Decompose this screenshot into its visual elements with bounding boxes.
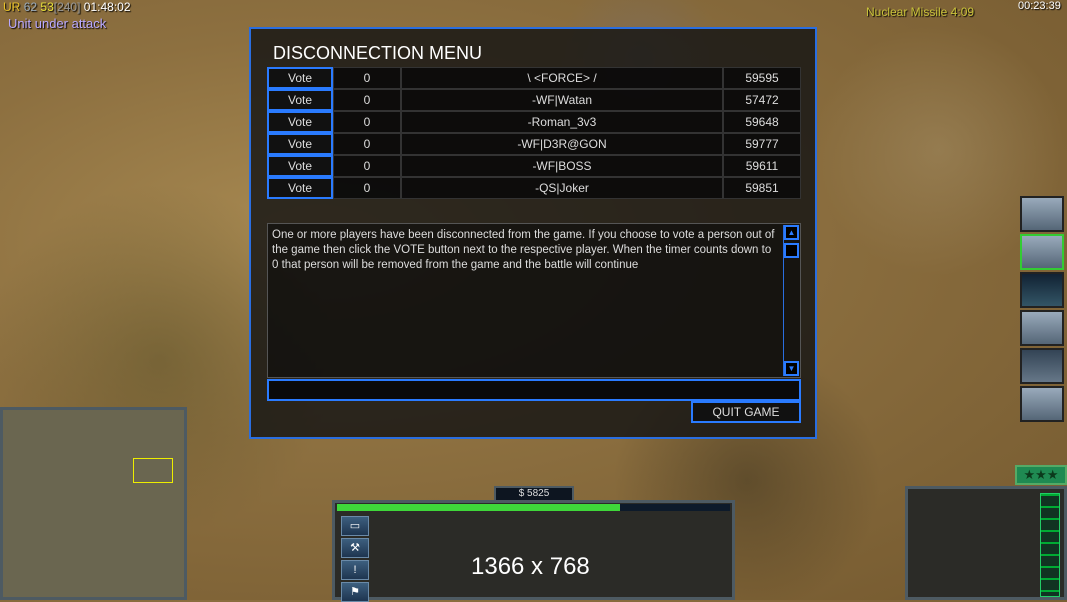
rank-stars[interactable]: ★★★ bbox=[1015, 465, 1067, 485]
power-button-2[interactable] bbox=[1020, 234, 1064, 270]
stat-2: 53 bbox=[40, 0, 54, 14]
diplomacy-button[interactable]: ! bbox=[341, 560, 369, 580]
vote-count: 0 bbox=[333, 133, 401, 155]
message-box: One or more players have been disconnect… bbox=[267, 223, 801, 378]
experience-meter bbox=[1040, 493, 1060, 597]
vote-button[interactable]: Vote bbox=[267, 177, 333, 199]
player-row: Vote 0 -WF|D3R@GON 59777 bbox=[267, 133, 801, 155]
player-name: -Roman_3v3 bbox=[401, 111, 723, 133]
vote-button[interactable]: Vote bbox=[267, 111, 333, 133]
stat-1: 62 bbox=[23, 0, 38, 14]
game-time: 01:48:02 bbox=[83, 0, 131, 14]
power-button-4[interactable] bbox=[1020, 310, 1064, 346]
minimap[interactable] bbox=[0, 407, 187, 600]
dialog-title: DISCONNECTION MENU bbox=[273, 43, 483, 63]
player-name: \ <FORCE> / bbox=[401, 67, 723, 89]
vote-button[interactable]: Vote bbox=[267, 155, 333, 177]
windows-icon: ▭ bbox=[349, 520, 361, 532]
vote-button[interactable]: Vote bbox=[267, 89, 333, 111]
vote-count: 0 bbox=[333, 155, 401, 177]
player-ping: 59611 bbox=[723, 155, 801, 177]
beacon-icon: ⚑ bbox=[350, 586, 360, 598]
power-button-1[interactable] bbox=[1020, 196, 1064, 232]
vote-count: 0 bbox=[333, 67, 401, 89]
clock: 00:23:39 bbox=[1018, 0, 1061, 12]
player-row: Vote 0 -QS|Joker 59851 bbox=[267, 177, 801, 199]
resolution-overlay: 1366 x 768 bbox=[471, 553, 590, 580]
wrench-icon: ⚒ bbox=[350, 542, 360, 554]
player-row: Vote 0 -WF|Watan 57472 bbox=[267, 89, 801, 111]
power-bar-fill bbox=[337, 504, 620, 511]
disconnection-dialog: DISCONNECTION MENU Vote 0 \ <FORCE> / 59… bbox=[249, 27, 817, 439]
chat-input[interactable] bbox=[267, 379, 801, 401]
stat-bracket: [240] bbox=[53, 0, 81, 14]
player-row: Vote 0 \ <FORCE> / 59595 bbox=[267, 67, 801, 89]
scroll-up-icon[interactable]: ▲ bbox=[784, 225, 799, 240]
superweapon-timer: Nuclear Missile 4:09 bbox=[866, 5, 975, 19]
player-row: Vote 0 -Roman_3v3 59648 bbox=[267, 111, 801, 133]
player-ping: 57472 bbox=[723, 89, 801, 111]
player-name: -QS|Joker bbox=[401, 177, 723, 199]
scrollbar[interactable]: ▲ ▼ bbox=[783, 225, 799, 376]
scroll-down-icon[interactable]: ▼ bbox=[784, 361, 799, 376]
power-button-5[interactable] bbox=[1020, 348, 1064, 384]
stat-prefix: UR bbox=[3, 0, 21, 14]
player-ping: 59777 bbox=[723, 133, 801, 155]
player-row: Vote 0 -WF|BOSS 59611 bbox=[267, 155, 801, 177]
command-bar: ▭ ⚒ ! ⚑ 1366 x 768 bbox=[332, 500, 735, 602]
info-icon: ! bbox=[353, 564, 357, 576]
vote-button[interactable]: Vote bbox=[267, 67, 333, 89]
repair-button[interactable]: ⚒ bbox=[341, 538, 369, 558]
vote-count: 0 bbox=[333, 111, 401, 133]
player-name: -WF|BOSS bbox=[401, 155, 723, 177]
power-bar bbox=[337, 504, 730, 511]
power-button-6[interactable] bbox=[1020, 386, 1064, 422]
beacon-button[interactable]: ⚑ bbox=[341, 582, 369, 602]
vote-count: 0 bbox=[333, 177, 401, 199]
quit-game-button[interactable]: QUIT GAME bbox=[691, 401, 801, 423]
stats-readout: UR 62 53[240] 01:48:02 bbox=[3, 0, 131, 14]
vote-count: 0 bbox=[333, 89, 401, 111]
player-ping: 59851 bbox=[723, 177, 801, 199]
power-button-3[interactable] bbox=[1020, 272, 1064, 308]
player-name: -WF|D3R@GON bbox=[401, 133, 723, 155]
vote-button[interactable]: Vote bbox=[267, 133, 333, 155]
player-ping: 59595 bbox=[723, 67, 801, 89]
player-name: -WF|Watan bbox=[401, 89, 723, 111]
message-text: One or more players have been disconnect… bbox=[272, 229, 775, 271]
scroll-thumb[interactable] bbox=[784, 243, 799, 258]
alert-message: Unit under attack bbox=[8, 16, 107, 31]
options-button[interactable]: ▭ bbox=[341, 516, 369, 536]
unit-portrait-panel bbox=[905, 486, 1067, 600]
player-ping: 59648 bbox=[723, 111, 801, 133]
minimap-viewport[interactable] bbox=[133, 458, 173, 483]
